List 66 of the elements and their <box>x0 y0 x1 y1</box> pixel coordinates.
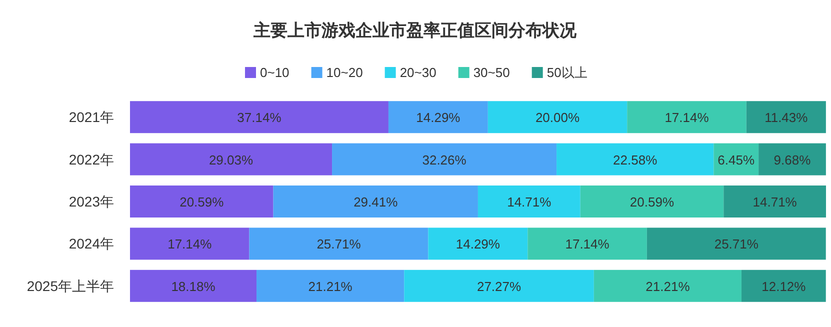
y-tick-label: 2025年上半年 <box>26 278 114 294</box>
bar <box>428 228 528 260</box>
legend-label: 30~50 <box>473 65 510 80</box>
bar <box>714 143 759 176</box>
legend-label: 0~10 <box>260 65 290 80</box>
data-label: 21.21% <box>308 278 353 294</box>
bar <box>130 143 332 176</box>
legend-item: 20~30 <box>384 65 436 80</box>
bar <box>273 186 478 218</box>
data-label: 11.43% <box>764 110 808 126</box>
bar <box>478 186 580 218</box>
bar <box>746 101 826 134</box>
bar <box>130 270 257 302</box>
data-label: 17.14% <box>168 236 212 252</box>
bar <box>528 228 647 260</box>
legend-item: 10~20 <box>311 65 363 80</box>
data-label: 21.21% <box>646 278 690 294</box>
data-label: 9.68% <box>774 152 812 168</box>
data-label: 6.45% <box>718 152 755 168</box>
bar <box>488 101 628 134</box>
bar <box>404 270 594 302</box>
data-label: 14.29% <box>416 110 461 126</box>
data-label: 18.18% <box>171 278 216 294</box>
data-label: 25.71% <box>316 236 362 252</box>
data-label: 25.71% <box>714 236 759 252</box>
legend-label: 20~30 <box>400 65 436 80</box>
data-label: 37.14% <box>237 110 282 126</box>
legend-label: 10~20 <box>326 65 363 80</box>
data-label: 14.71% <box>507 194 552 210</box>
data-label: 14.71% <box>752 194 798 210</box>
legend-item: 50以上 <box>532 65 588 80</box>
bar <box>332 143 557 176</box>
data-label: 29.41% <box>354 194 398 210</box>
bar <box>594 270 742 302</box>
bar <box>249 228 428 260</box>
bar <box>388 101 488 134</box>
bar <box>130 186 274 218</box>
bar <box>556 143 714 176</box>
legend-item: 0~10 <box>245 65 290 80</box>
bar <box>758 143 826 176</box>
bar <box>646 228 826 260</box>
y-tick-label: 2024年 <box>68 236 114 252</box>
bar <box>742 270 826 302</box>
data-label: 14.29% <box>456 236 500 252</box>
legend-item: 30~50 <box>458 65 510 80</box>
data-label: 20.59% <box>180 194 224 210</box>
chart-title: 主要上市游戏企业市盈率正值区间分布状况 <box>252 21 578 40</box>
y-tick-label: 2021年 <box>68 109 114 126</box>
y-tick-label: 2023年 <box>68 194 114 210</box>
bar <box>724 186 826 218</box>
data-label: 17.14% <box>664 110 710 126</box>
bar <box>627 101 746 134</box>
data-label: 27.27% <box>476 278 522 294</box>
bar <box>580 186 724 218</box>
data-label: 20.59% <box>630 194 674 210</box>
data-label: 20.00% <box>535 110 580 126</box>
bar <box>256 270 404 302</box>
y-tick-label: 2022年 <box>68 151 114 168</box>
data-label: 22.58% <box>613 152 658 168</box>
bar <box>130 101 388 134</box>
data-label: 29.03% <box>208 152 254 168</box>
bar <box>130 228 250 260</box>
data-label: 32.26% <box>422 152 467 168</box>
legend-label: 50以上 <box>546 65 588 80</box>
data-label: 17.14% <box>565 236 610 252</box>
data-label: 12.12% <box>762 278 806 294</box>
